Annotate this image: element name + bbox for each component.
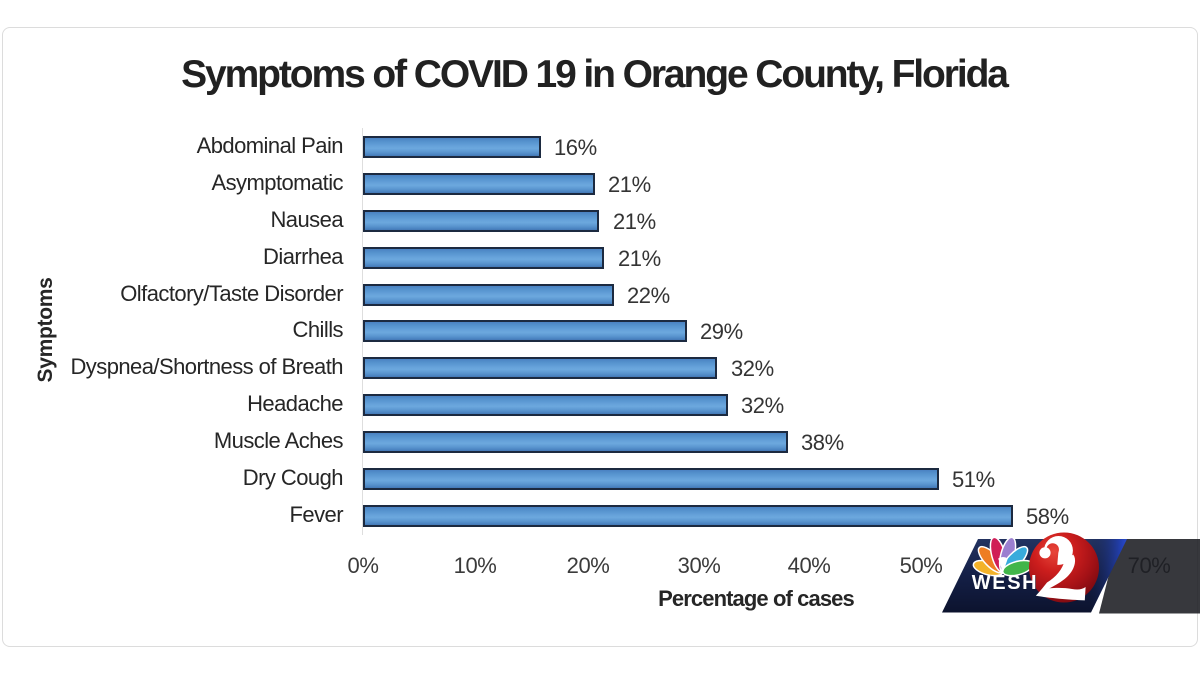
svg-text:WESH: WESH xyxy=(972,572,1038,594)
svg-text:WESH: WESH xyxy=(972,573,1038,595)
